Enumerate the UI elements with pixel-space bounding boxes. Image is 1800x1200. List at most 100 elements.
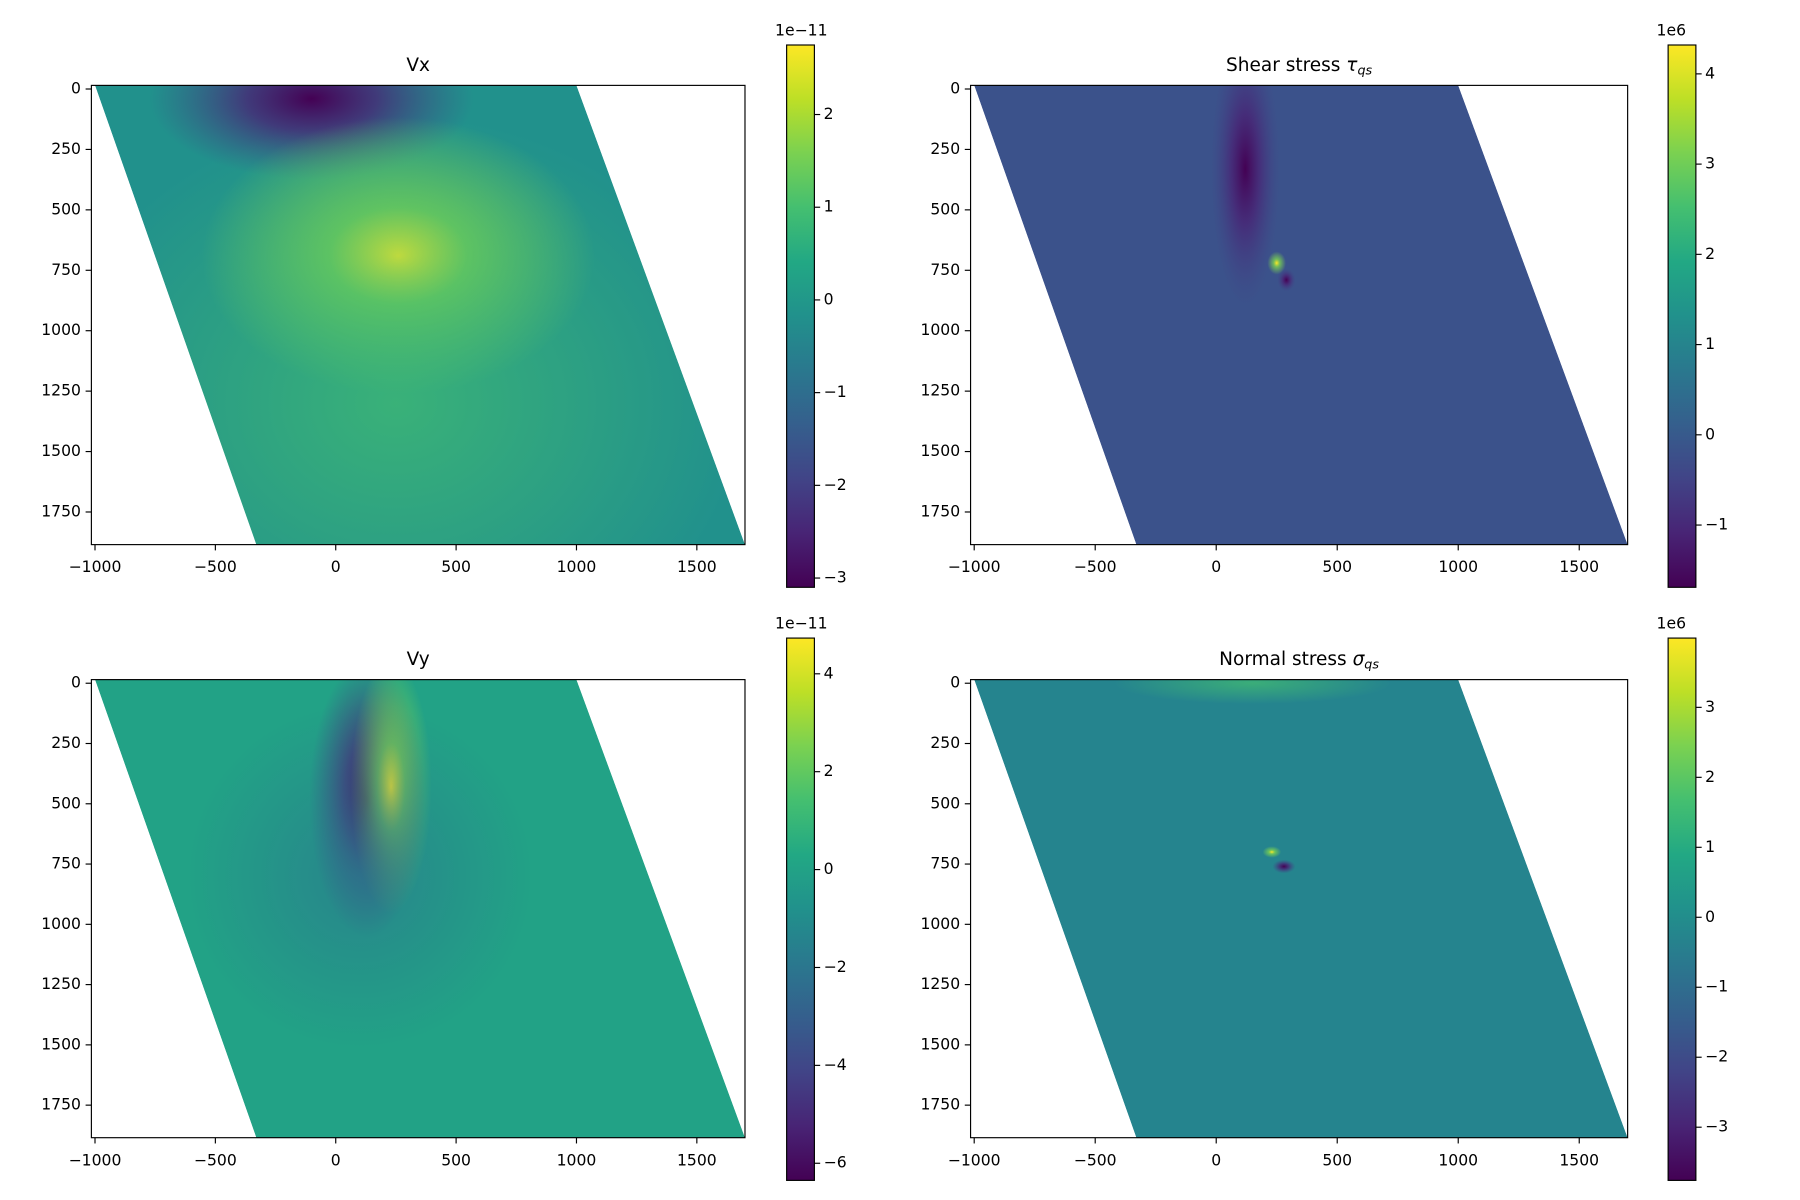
- colorbar-tick-label: 0: [824, 860, 834, 878]
- colorbar-tick-label: −1: [824, 383, 847, 401]
- field-feature: [1267, 251, 1286, 275]
- x-tick-label: 1500: [1559, 558, 1599, 576]
- x-tick-label: 1000: [1438, 558, 1478, 576]
- x-tick-label: 1500: [1559, 1151, 1599, 1169]
- y-tick-label: 1500: [41, 1035, 81, 1053]
- colorbar-tick-label: 4: [824, 664, 834, 682]
- field-feature: [1262, 846, 1282, 858]
- x-tick-label: 1000: [1438, 1151, 1478, 1169]
- colorbar-tick-label: 2: [824, 105, 834, 123]
- colorbar-tick-label: −1: [1705, 516, 1728, 534]
- colorbar-offset: 1e−11: [775, 615, 827, 633]
- field-feature: [1210, 85, 1280, 308]
- field-feature: [1272, 859, 1296, 874]
- x-tick-label: 500: [441, 558, 471, 576]
- colorbar-tick-label: −2: [824, 476, 847, 494]
- y-tick-label: 1500: [920, 1035, 960, 1053]
- colorbar-tick-label: 0: [824, 290, 834, 308]
- title-subscript: qs: [1364, 656, 1379, 671]
- x-tick-label: 1000: [557, 1151, 597, 1169]
- field-region: [974, 85, 1628, 545]
- y-tick-label: 1500: [41, 442, 81, 460]
- colorbar-tick-label: 0: [1705, 908, 1715, 926]
- y-tick-label: 750: [51, 261, 81, 279]
- x-tick-label: 1000: [557, 558, 597, 576]
- colorbar-tick-label: −1: [1705, 978, 1728, 996]
- colorbar-tick-label: 1: [1705, 838, 1715, 856]
- y-tick-label: 1000: [920, 915, 960, 933]
- field: [974, 85, 1628, 545]
- colorbar-tick-label: 4: [1705, 64, 1715, 82]
- x-tick-label: 0: [331, 1151, 341, 1169]
- colorbar: [1667, 637, 1697, 1181]
- x-tick-label: −1000: [948, 1151, 1001, 1169]
- y-tick-label: 750: [51, 855, 81, 873]
- subplot-title: Vy: [407, 649, 430, 670]
- x-tick-label: 0: [1211, 558, 1221, 576]
- subplot: Shear stress τqs−1000 −500 0 500 1000 1500025…: [920, 22, 1728, 588]
- y-tick-label: 0: [71, 80, 81, 98]
- field-feature: [186, 703, 534, 1050]
- colorbar-offset: 1e6: [1657, 22, 1686, 40]
- field-feature: [1113, 679, 1392, 705]
- title-symbol: τ: [1346, 55, 1358, 76]
- y-tick-label: 0: [950, 80, 960, 98]
- colorbar-tick-label: 3: [1705, 155, 1715, 173]
- y-tick-label: 250: [51, 140, 81, 158]
- field: [94, 679, 745, 1138]
- colorbar-tick-label: −3: [1705, 1118, 1728, 1136]
- title-subscript: qs: [1357, 62, 1372, 77]
- colorbar-tick-label: −4: [824, 1056, 847, 1074]
- y-tick-label: 1000: [920, 321, 960, 339]
- x-tick-label: 1500: [677, 1151, 717, 1169]
- x-tick-label: 500: [1322, 1151, 1352, 1169]
- subplot-title: Vx: [406, 55, 430, 76]
- field: [974, 679, 1628, 1138]
- y-tick-label: 1750: [920, 502, 960, 520]
- subplot-title: Shear stress τqs: [1226, 55, 1372, 77]
- y-tick-label: 0: [71, 674, 81, 692]
- x-tick-label: −1000: [948, 558, 1001, 576]
- colorbar: [786, 44, 815, 588]
- x-tick-label: 1500: [677, 558, 717, 576]
- colorbar-tick-label: 0: [1705, 425, 1715, 443]
- x-tick-label: 500: [441, 1151, 471, 1169]
- x-tick-label: −500: [194, 558, 237, 576]
- axes-frame: [969, 679, 1629, 1139]
- colorbar-tick-label: −3: [824, 569, 847, 587]
- y-tick-label: 500: [930, 200, 960, 218]
- colorbar-tick-label: −2: [824, 958, 847, 976]
- y-tick-label: 500: [51, 794, 81, 812]
- colorbar-tick-label: 1: [824, 198, 834, 216]
- y-tick-label: 1750: [920, 1096, 960, 1114]
- colorbar: [1667, 44, 1697, 588]
- subplot: Vy −1000 −500 0 500 1000 1500 0 250 500 750 1000 125…: [41, 615, 847, 1181]
- x-tick-label: −500: [194, 1151, 237, 1169]
- x-tick-label: 0: [1211, 1151, 1221, 1169]
- y-tick-label: 750: [930, 261, 960, 279]
- axes-frame: [90, 84, 746, 546]
- x-tick-label: −1000: [69, 1151, 122, 1169]
- subplot: Normal stress σqs−1000 −500 0 500 1000 150002…: [920, 615, 1728, 1181]
- y-tick-label: 750: [930, 855, 960, 873]
- axes-frame: [90, 679, 746, 1139]
- y-tick-label: 500: [930, 794, 960, 812]
- colorbar-offset: 1e6: [1657, 615, 1686, 633]
- colorbar-tick-label: 2: [1705, 768, 1715, 786]
- y-tick-label: 250: [930, 140, 960, 158]
- colorbar-offset: 1e−11: [775, 22, 827, 40]
- y-tick-label: 250: [51, 734, 81, 752]
- x-tick-label: −1000: [69, 558, 122, 576]
- field-region: [974, 679, 1628, 1138]
- colorbar-tick-label: −2: [1705, 1048, 1728, 1066]
- field-feature: [94, 114, 743, 545]
- colorbar-tick-label: 3: [1705, 698, 1715, 716]
- y-tick-label: 1250: [41, 975, 81, 993]
- title-text: Vy: [407, 649, 430, 670]
- y-tick-label: 1750: [41, 502, 81, 520]
- colorbar: [786, 637, 815, 1181]
- title-text: Normal stress: [1219, 649, 1352, 670]
- x-tick-label: 500: [1322, 558, 1352, 576]
